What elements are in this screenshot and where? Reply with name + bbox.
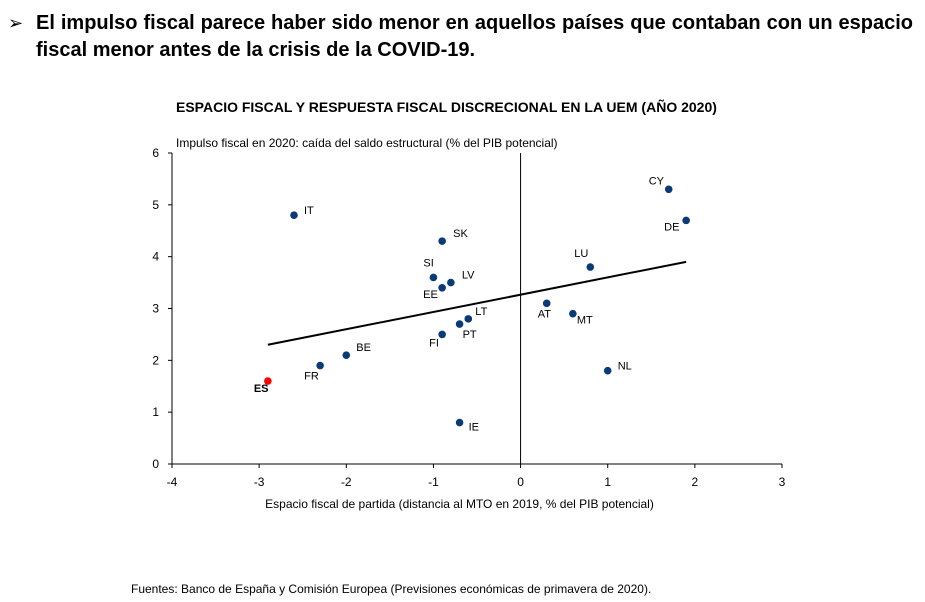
x-tick-label: -1 [428,475,439,489]
point-label: BE [356,342,371,354]
source-note: Fuentes: Banco de España y Comisión Euro… [131,582,652,596]
y-tick-label: 5 [152,198,159,212]
data-point [438,283,446,292]
point-label: MT [577,315,593,327]
point-label: FI [429,337,439,349]
data-point [455,418,464,427]
y-tick-label: 1 [152,405,159,419]
data-point [429,273,438,282]
y-tick-label: 3 [152,302,159,316]
data-point [438,330,446,339]
point-label: DE [664,221,679,233]
heading-text: El impulso fiscal parece haber sido meno… [36,12,913,61]
point-label: LT [475,306,487,318]
point-label: SI [423,257,433,269]
point-label: PT [463,329,477,341]
x-tick-label: -3 [254,475,265,489]
point-label: FR [304,371,319,383]
x-tick-label: 1 [604,475,611,489]
data-point [290,211,298,219]
point-label: LU [574,248,588,260]
axes: 0 1 2 3 4 5 6 -4 -3 -2 -1 0 1 2 3 [152,146,785,489]
points-group: IT SK SI LV EE LT PT FI BE FR ES IE CY DE LU AT MT NL [254,175,690,434]
data-point [682,216,690,225]
data-point [455,320,464,328]
data-point [342,351,351,359]
x-tick-label: -4 [167,475,178,489]
data-point [316,361,324,370]
data-point [603,366,612,375]
data-point [264,377,272,385]
data-point [542,299,551,308]
data-point [586,263,595,271]
x-axis-title-row: Espacio fiscal de partida (distancia al … [0,497,925,511]
x-tick-label: -2 [341,475,352,489]
data-point [447,278,455,287]
point-label: SK [453,228,468,240]
x-axis-title: Espacio fiscal de partida (distancia al … [265,497,654,511]
y-tick-label: 0 [152,457,159,471]
point-label: ES [254,383,269,395]
y-tick-label: 6 [152,146,159,160]
point-label: CY [649,175,665,187]
chart-title: ESPACIO FISCAL Y RESPUESTA FISCAL DISCRE… [176,99,717,115]
point-label: EE [423,289,438,301]
data-point [438,237,446,245]
x-tick-label: 3 [779,475,786,489]
point-label: NL [618,361,632,373]
point-label: AT [538,308,552,320]
x-tick-label: 0 [517,475,524,489]
arrow-bullet-icon: ➢ [8,13,24,33]
trendline [267,260,687,346]
trendline-group [267,260,687,346]
data-point [569,309,577,318]
point-label: IT [304,205,314,217]
data-point [664,185,673,194]
point-label: LV [462,270,475,282]
y-axis-title: Impulso fiscal en 2020: caída del saldo … [176,136,558,150]
data-point [464,315,473,323]
y-tick-label: 2 [152,353,159,367]
point-label: IE [469,422,479,434]
y-tick-label: 4 [152,250,159,264]
x-tick-label: 2 [692,475,699,489]
